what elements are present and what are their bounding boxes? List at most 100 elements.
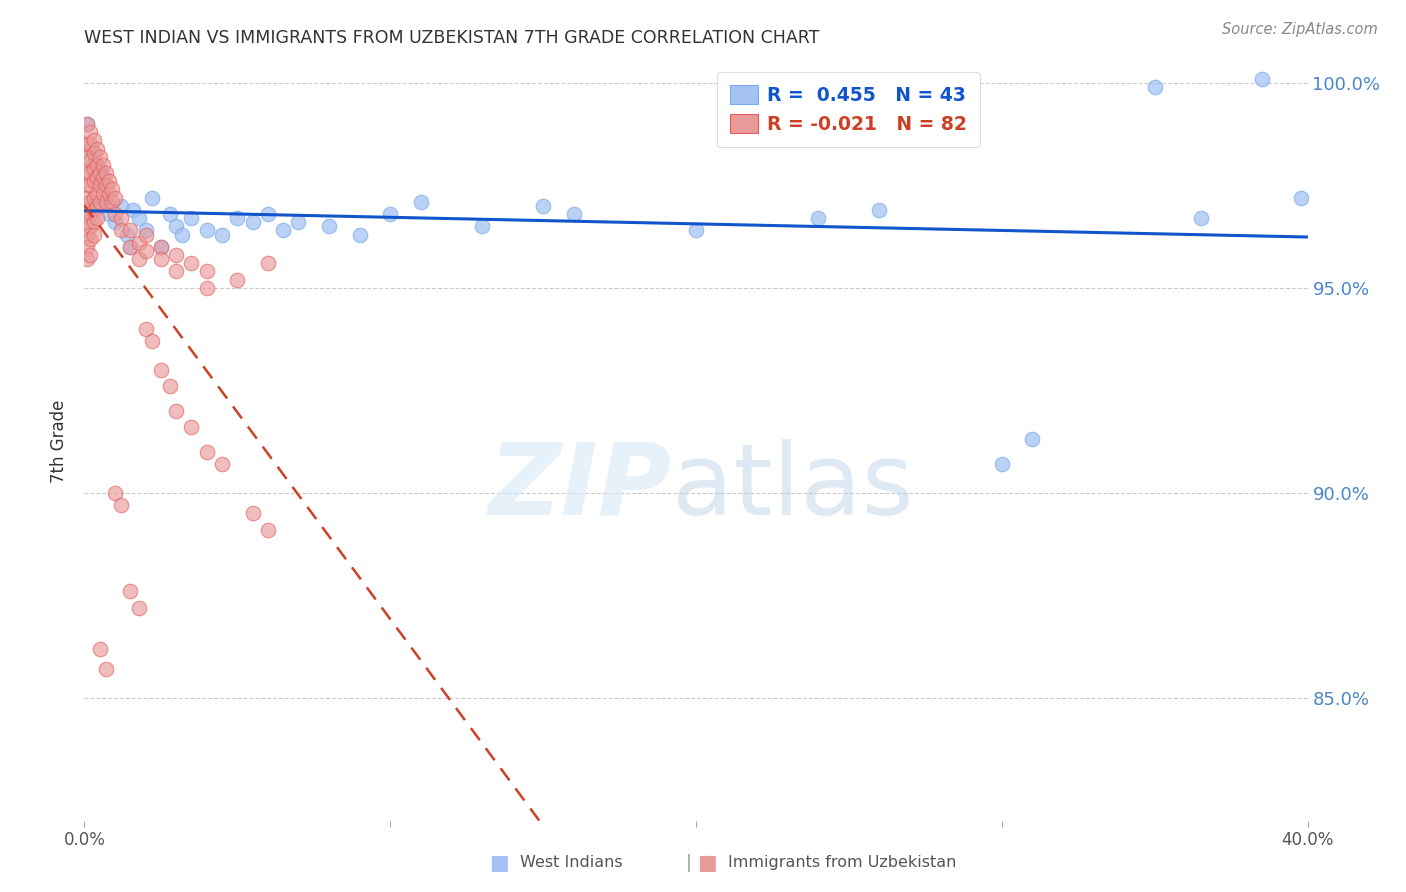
Point: [79, 232, 101, 246]
Point: [79, 141, 101, 155]
Point: [380, 207, 402, 221]
Point: [76, 117, 98, 131]
Point: [76, 191, 98, 205]
Point: [287, 215, 309, 229]
Point: [76, 252, 98, 267]
Point: [120, 240, 142, 254]
Point: [226, 211, 249, 226]
Point: [76, 215, 98, 229]
Text: Immigrants from Uzbekistan: Immigrants from Uzbekistan: [728, 855, 956, 870]
Point: [76, 202, 98, 217]
Point: [165, 404, 187, 418]
Point: [83, 215, 105, 229]
Point: [685, 223, 707, 237]
Point: [83, 191, 105, 205]
Point: [89, 178, 111, 193]
Point: [97, 186, 120, 201]
Point: [101, 194, 124, 209]
Point: [128, 211, 150, 226]
Point: [120, 584, 142, 599]
Point: [135, 223, 157, 237]
Point: [122, 202, 145, 217]
Point: [318, 219, 340, 234]
Text: |: |: [686, 854, 692, 871]
Point: [135, 322, 157, 336]
Point: [110, 498, 132, 512]
Point: [195, 223, 218, 237]
Point: [195, 281, 218, 295]
Point: [97, 207, 120, 221]
Point: [76, 240, 98, 254]
Point: [128, 252, 150, 267]
Point: [120, 240, 142, 254]
Point: [211, 227, 233, 242]
Point: [1021, 433, 1043, 447]
Point: [135, 244, 157, 258]
Point: [807, 211, 830, 226]
Text: ■: ■: [489, 853, 509, 872]
Point: [991, 457, 1014, 471]
Point: [79, 248, 101, 262]
Point: [195, 264, 218, 278]
Text: West Indians: West Indians: [520, 855, 623, 870]
Point: [159, 379, 181, 393]
Point: [91, 170, 114, 185]
Point: [211, 457, 233, 471]
Point: [76, 178, 98, 193]
Point: [91, 158, 114, 172]
Point: [101, 182, 124, 196]
Point: [195, 444, 218, 458]
Point: [149, 240, 172, 254]
Point: [94, 662, 117, 676]
Point: [94, 194, 117, 209]
Point: [271, 223, 294, 237]
Point: [141, 191, 163, 205]
Point: [94, 166, 117, 180]
Point: [128, 600, 150, 615]
Point: [1143, 80, 1166, 95]
Point: [86, 211, 108, 226]
Point: [149, 363, 172, 377]
Point: [76, 166, 98, 180]
Point: [141, 334, 163, 348]
Point: [110, 223, 132, 237]
Point: [1189, 211, 1212, 226]
Point: [89, 161, 111, 176]
Point: [242, 506, 264, 520]
Point: [89, 150, 111, 164]
Point: [562, 207, 585, 221]
Point: [83, 161, 105, 176]
Legend: R =  0.455   N = 43, R = -0.021   N = 82: R = 0.455 N = 43, R = -0.021 N = 82: [717, 72, 980, 147]
Point: [79, 207, 101, 221]
Point: [97, 174, 120, 188]
Point: [165, 219, 187, 234]
Point: [83, 202, 105, 217]
Point: [409, 194, 432, 209]
Text: Source: ZipAtlas.com: Source: ZipAtlas.com: [1222, 22, 1378, 37]
Text: WEST INDIAN VS IMMIGRANTS FROM UZBEKISTAN 7TH GRADE CORRELATION CHART: WEST INDIAN VS IMMIGRANTS FROM UZBEKISTA…: [84, 29, 820, 47]
Point: [531, 199, 554, 213]
Y-axis label: 7th Grade: 7th Grade: [51, 400, 69, 483]
Point: [86, 199, 108, 213]
Point: [104, 191, 127, 205]
Point: [83, 158, 105, 172]
Point: [257, 523, 280, 537]
Point: [104, 215, 127, 229]
Point: [79, 153, 101, 168]
Point: [226, 273, 249, 287]
Point: [83, 133, 105, 147]
Text: ■: ■: [697, 853, 717, 872]
Point: [76, 227, 98, 242]
Point: [115, 227, 138, 242]
Point: [83, 145, 105, 160]
Text: atlas: atlas: [672, 439, 912, 535]
Point: [91, 191, 114, 205]
Point: [86, 186, 108, 201]
Point: [1291, 191, 1313, 205]
Point: [76, 117, 98, 131]
Point: [869, 202, 891, 217]
Text: ZIP: ZIP: [488, 439, 672, 535]
Point: [91, 186, 114, 201]
Point: [89, 166, 111, 180]
Point: [110, 199, 132, 213]
